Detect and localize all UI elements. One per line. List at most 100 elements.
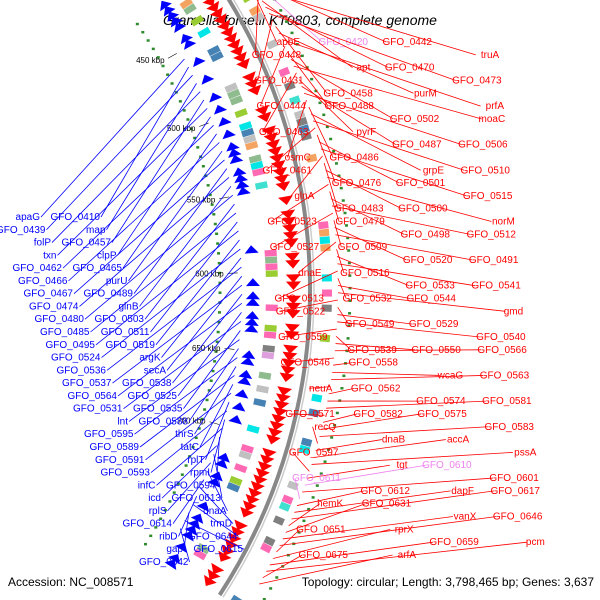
forward-gene-label: hemK [317, 499, 343, 510]
forward-label-connector [293, 65, 482, 120]
reverse-label-connector [106, 266, 242, 371]
reverse-gene-label: icd [148, 493, 161, 504]
reverse-gene-arrow [234, 389, 249, 399]
forward-gene-arrow [255, 467, 270, 479]
forward-label-connector [335, 336, 352, 351]
forward-label-connector [331, 205, 471, 235]
reverse-label-connector [178, 496, 198, 537]
reverse-gene-label: argK [139, 353, 160, 364]
reverse-label-connector [145, 392, 232, 461]
track-marker [210, 203, 214, 206]
track-marker [149, 534, 153, 538]
reverse-gene-label: map [86, 225, 106, 236]
forward-gene-arrow [282, 223, 298, 234]
annotation-block [179, 0, 194, 10]
kbp-tick [199, 122, 209, 127]
track-marker [340, 386, 344, 390]
forward-gene-arrow [282, 230, 298, 241]
track-marker [205, 398, 209, 402]
forward-label-connector [262, 554, 303, 579]
reverse-gene-label: GFO_0614 [123, 519, 173, 530]
forward-gene-label: GFO_0532 [343, 294, 393, 305]
forward-gene-arrow [273, 406, 288, 417]
track-marker [319, 472, 323, 475]
forward-gene-arrow [277, 386, 293, 397]
track-marker [151, 47, 155, 51]
forward-label-connector [256, 0, 277, 43]
forward-gene-label: dapF [451, 486, 474, 497]
track-marker [262, 598, 266, 600]
forward-gene-label: GFO_0533 [405, 281, 455, 292]
forward-gene-label: GFO_0498 [401, 229, 451, 240]
forward-gene-label: GFO_0612 [361, 486, 411, 497]
reverse-gene-label: rpmI [190, 468, 210, 479]
forward-gene-label: GFO_0597 [289, 447, 339, 458]
reverse-gene-label: GFO_0495 [46, 340, 96, 351]
forward-gene-arrow [273, 174, 289, 184]
reverse-gene-arrow [244, 317, 259, 327]
forward-gene-label: moaC [479, 114, 506, 125]
reverse-gene-arrow [201, 74, 215, 85]
outer-annotation-block [281, 494, 294, 505]
forward-gene-label: GFO_0544 [407, 294, 457, 305]
reverse-label-connector [155, 239, 240, 346]
forward-gene-label: GFO_0559 [278, 332, 328, 343]
forward-label-connector [335, 234, 473, 261]
backbone-arc [217, 0, 312, 597]
reverse-label-connector [62, 125, 214, 269]
forward-label-connector [296, 490, 365, 506]
forward-gene-label: GFO_0516 [340, 268, 390, 279]
reverse-gene-arrow [190, 513, 204, 524]
track-marker [163, 508, 167, 512]
reverse-label-connector [134, 357, 238, 435]
forward-label-connector [270, 184, 329, 222]
reverse-gene-label: folP [34, 238, 52, 249]
reverse-gene-label: glnB [118, 301, 138, 312]
track-marker [206, 184, 210, 187]
forward-label-connector [325, 169, 402, 210]
reverse-label-connector [68, 142, 220, 282]
outer-annotation-block [296, 116, 308, 127]
forward-label-connector [278, 270, 338, 299]
forward-label-connector [285, 503, 366, 533]
forward-gene-arrow [236, 58, 250, 69]
track-marker [144, 542, 148, 546]
forward-gene-label: GFO_0473 [452, 75, 502, 86]
reverse-label-connector [51, 91, 201, 243]
forward-gene-label: GFO_0549 [345, 319, 395, 330]
forward-gene-label: dnaB [382, 435, 406, 446]
track-marker [346, 236, 350, 240]
track-marker [326, 448, 330, 451]
reverse-gene-label: GFO_0525 [128, 391, 178, 402]
annotation-block [207, 44, 221, 57]
reverse-gene-label: GFO_0536 [57, 365, 107, 376]
reverse-gene-arrow [241, 350, 256, 360]
forward-gene-arrow [230, 45, 244, 57]
forward-gene-arrow [247, 84, 262, 96]
track-marker [300, 54, 304, 58]
forward-gene-label: GFO_0488 [325, 101, 375, 112]
forward-gene-label: GFO_0444 [257, 101, 307, 112]
forward-gene-label: vanX [454, 512, 477, 523]
reverse-gene-label: GFO_0503 [95, 314, 145, 325]
forward-gene-arrow [218, 550, 232, 562]
track-marker [342, 374, 346, 378]
track-marker [344, 224, 348, 227]
forward-gene-label: accA [447, 435, 470, 446]
track-marker [347, 261, 351, 265]
forward-gene-arrow [262, 447, 277, 458]
forward-gene-label: GFO_0470 [385, 63, 435, 74]
reverse-label-connector [40, 58, 185, 218]
annotation-block [241, 127, 255, 138]
forward-gene-label: GFO_0631 [362, 499, 412, 510]
track-marker [314, 89, 318, 93]
forward-label-connector [302, 477, 494, 493]
forward-label-connector [292, 452, 310, 472]
reverse-label-connector [183, 512, 190, 550]
annotation-block [264, 249, 277, 257]
outer-annotation-block [243, 0, 251, 4]
outer-annotation-block [321, 274, 332, 282]
forward-gene-label: GFO_0483 [334, 204, 384, 215]
forward-label-connector [257, 19, 273, 81]
